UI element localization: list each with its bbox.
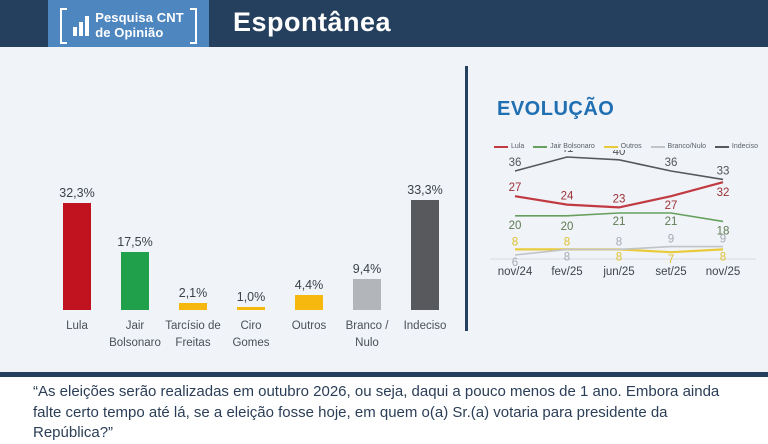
data-point-label: 8 xyxy=(564,251,570,263)
bar-chart-icon xyxy=(73,15,90,36)
bar xyxy=(411,200,439,310)
data-point-label: 6 xyxy=(512,257,518,266)
legend-label: Branco/Nulo xyxy=(667,143,707,150)
legend-item: Lula xyxy=(494,143,524,150)
bar xyxy=(295,295,323,310)
line-series-jair-bolsonaro xyxy=(515,212,724,223)
data-point-label: 20 xyxy=(509,220,522,232)
data-point-label: 7 xyxy=(668,254,674,266)
data-point-label: 36 xyxy=(665,157,678,169)
legend-swatch-icon xyxy=(650,145,665,148)
bar-value-label: 33,3% xyxy=(407,183,443,198)
logo-line1: Pesquisa CNT xyxy=(95,9,184,25)
legend-swatch-icon xyxy=(714,145,729,148)
bar-column: 33,3% xyxy=(396,183,454,310)
data-point-label: 27 xyxy=(509,182,522,194)
x-axis-tick-label: set/25 xyxy=(655,266,687,278)
bar-value-label: 17,5% xyxy=(117,235,153,250)
data-point-label: 8 xyxy=(616,236,622,248)
bar-category-label: Jair Bolsonaro xyxy=(109,320,161,349)
main-panel: 32,3% 17,5% 2,1% 1,0% 4,4% 9,4% 33,3% Lula Jair … xyxy=(0,47,768,372)
legend-swatch-icon xyxy=(603,145,618,148)
bar-category-label: Ciro Gomes xyxy=(232,320,270,349)
bar-column: 9,4% xyxy=(338,262,396,310)
bar-category-label: Tarcísio de Freitas xyxy=(165,320,221,349)
legend-label: Lula xyxy=(511,143,525,150)
data-point-label: 20 xyxy=(561,221,574,233)
evolution-line-chart: 27 24 23 27 32 20 20 21 21 18 8 8 8 7 8 6 8 8 9 9 36 41 40 36 33 xyxy=(490,150,756,266)
bar-value-label: 2,1% xyxy=(178,286,208,301)
bar xyxy=(179,303,207,310)
data-point-label: 36 xyxy=(509,157,522,169)
chart-legend: Lula Jair Bolsonaro Outros Branco/Nulo Indec… xyxy=(494,143,758,150)
data-point-label: 8 xyxy=(720,251,726,263)
bar-column: 32,3% xyxy=(48,186,106,310)
data-point-label: 9 xyxy=(720,234,726,246)
legend-item: Branco/Nulo xyxy=(650,143,707,150)
x-axis-tick-label: fev/25 xyxy=(551,266,583,278)
header-bar: Pesquisa CNT de Opinião Espontânea xyxy=(0,0,768,51)
data-point-label: 8 xyxy=(564,236,570,248)
legend-label: Indeciso xyxy=(731,143,758,150)
cnt-logo: Pesquisa CNT de Opinião xyxy=(48,0,209,51)
data-point-label: 8 xyxy=(512,236,518,248)
data-point-label: 18 xyxy=(717,225,730,237)
legend-swatch-icon xyxy=(494,145,508,148)
data-point-label: 8 xyxy=(616,251,622,263)
legend-swatch-icon xyxy=(533,145,548,148)
data-point-label: 24 xyxy=(561,191,574,203)
x-axis-tick-label: nov/25 xyxy=(705,266,741,278)
data-point-label: 27 xyxy=(665,200,678,212)
legend-label: Jair Bolsonaro xyxy=(550,143,595,150)
x-axis-tick-label: jun/25 xyxy=(603,266,635,278)
vertical-divider xyxy=(465,66,468,331)
data-point-label: 33 xyxy=(717,165,730,177)
x-axis-labels: nov/24 fev/25 jun/25 set/25 nov/25 xyxy=(489,266,749,278)
bar-value-label: 4,4% xyxy=(294,278,324,293)
data-point-label: 40 xyxy=(613,150,626,158)
evolution-title: EVOLUÇÃO xyxy=(497,98,615,120)
bar-column: 4,4% xyxy=(280,278,338,310)
bar-column: 2,1% xyxy=(164,286,222,310)
x-axis-tick-label: nov/24 xyxy=(497,266,533,278)
data-point-label: 41 xyxy=(561,150,574,155)
bar-category-label: Lula xyxy=(66,320,88,332)
line-series-indeciso xyxy=(514,156,724,181)
data-point-label: 23 xyxy=(613,193,626,205)
bar-value-label: 9,4% xyxy=(352,261,382,276)
logo-line2: de Opinião xyxy=(95,24,164,40)
data-point-label: 9 xyxy=(668,234,674,246)
spontaneous-bar-chart: 32,3% 17,5% 2,1% 1,0% 4,4% 9,4% 33,3% Lula Jair … xyxy=(48,177,454,351)
bracket-right-icon xyxy=(189,7,197,44)
logo-text: Pesquisa CNT de Opinião xyxy=(95,9,184,40)
legend-item: Outros xyxy=(603,143,642,150)
divider-bar xyxy=(0,372,768,377)
legend-item: Indeciso xyxy=(714,143,758,150)
page-title: Espontânea xyxy=(233,7,392,37)
bar xyxy=(63,203,91,310)
line-series-branco-nulo xyxy=(514,245,723,256)
legend-item: Jair Bolsonaro xyxy=(533,143,595,150)
bar-column: 1,0% xyxy=(222,290,280,310)
bar-category-label: Branco / Nulo xyxy=(345,320,389,349)
bar-column: 17,5% xyxy=(106,235,164,310)
data-point-label: 32 xyxy=(717,187,730,199)
bar-value-label: 32,3% xyxy=(59,186,95,201)
data-point-label: 21 xyxy=(613,216,626,228)
bar-category-label: Indeciso xyxy=(403,320,447,332)
data-point-label: 21 xyxy=(665,216,678,228)
legend-label: Outros xyxy=(620,143,642,150)
survey-question: “As eleições serão realizadas em outubro… xyxy=(33,382,745,444)
bar xyxy=(237,306,265,310)
bar-value-label: 1,0% xyxy=(236,289,266,304)
bar xyxy=(121,252,149,310)
line-series-lula xyxy=(514,181,724,209)
bar-category-label: Outros xyxy=(291,320,327,332)
bracket-left-icon xyxy=(60,7,68,44)
bar xyxy=(353,278,381,310)
